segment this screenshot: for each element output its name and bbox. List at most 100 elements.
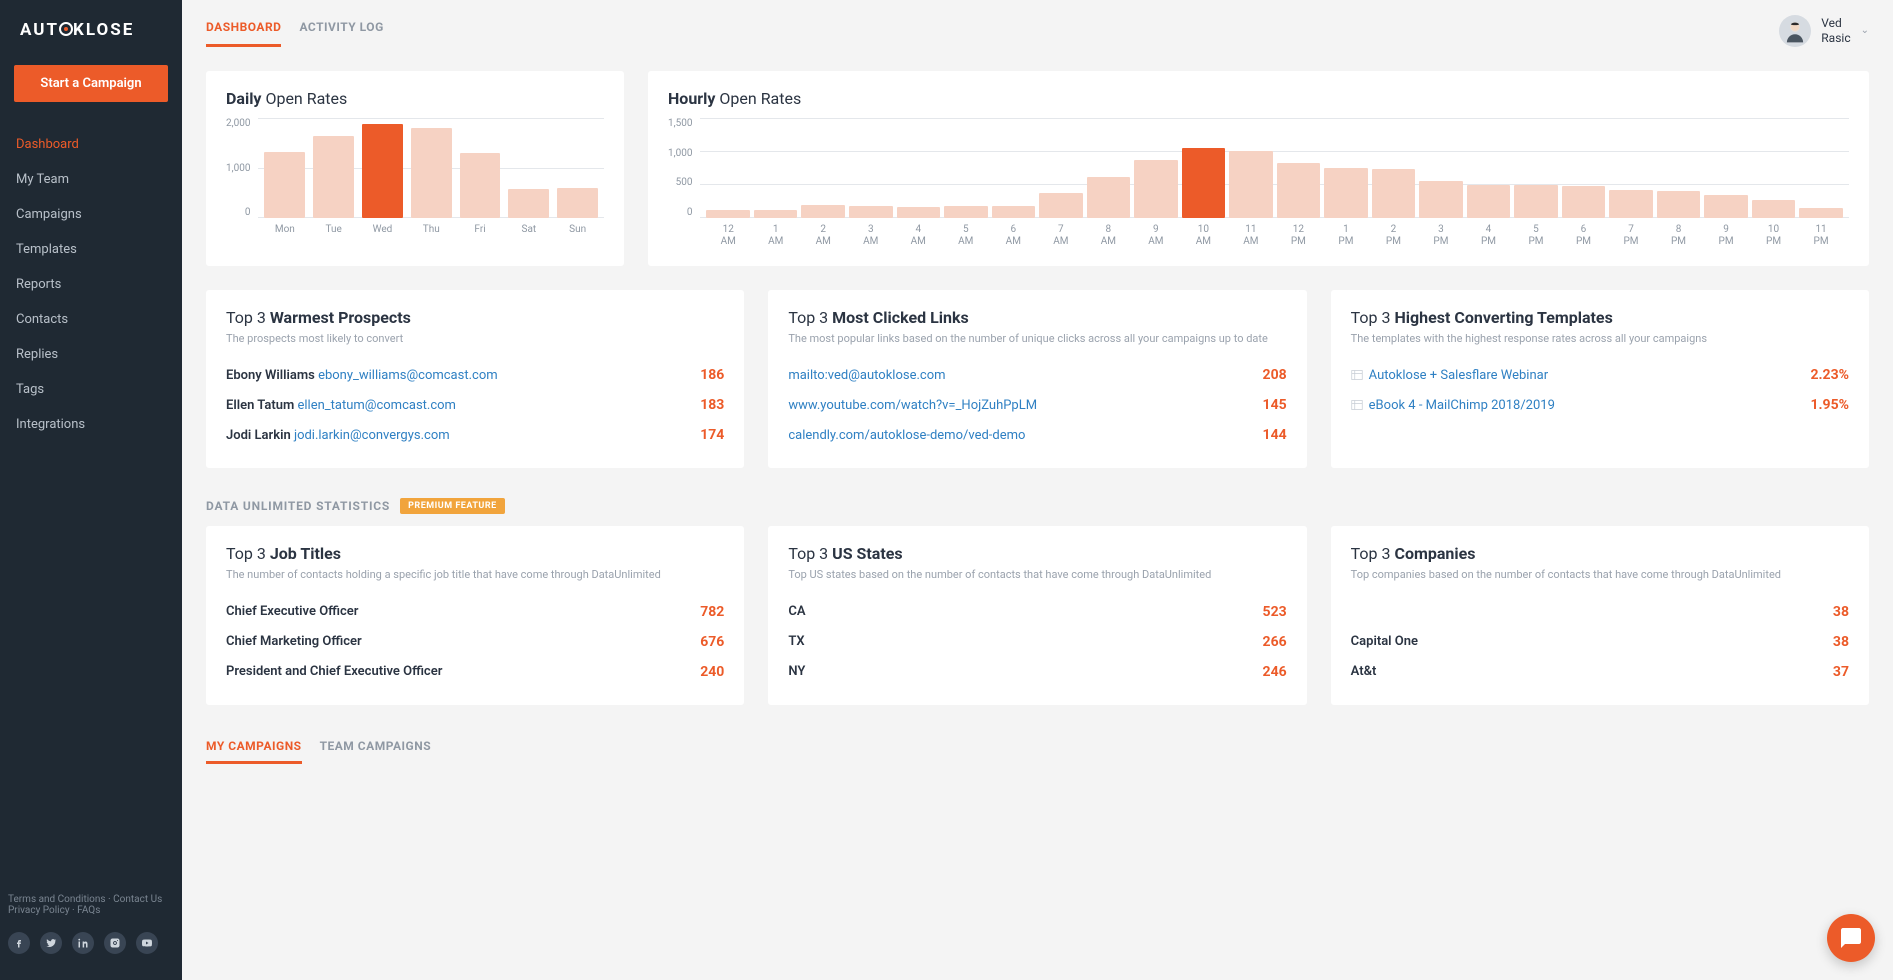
x-label: 9AM: [1134, 224, 1178, 248]
sidebar-item-campaigns[interactable]: Campaigns: [0, 197, 182, 232]
twitter-icon[interactable]: [40, 932, 62, 954]
chart-bar[interactable]: [897, 207, 941, 218]
prospect-row[interactable]: Ebony Williams ebony_williams@comcast.co…: [226, 360, 724, 390]
x-label: 12AM: [706, 224, 750, 248]
us-states-card: Top 3 US States Top US states based on t…: [768, 526, 1306, 704]
privacy-link[interactable]: Privacy Policy: [8, 905, 70, 916]
template-icon: [1351, 369, 1363, 381]
state-row[interactable]: CA523: [788, 597, 1286, 627]
chart-bar[interactable]: [1752, 200, 1796, 218]
chart-bar[interactable]: [1419, 181, 1463, 218]
daily-open-rates-card: Daily Open Rates 2,0001,0000 MonTueWedTh…: [206, 71, 624, 266]
prospect-row[interactable]: Ellen Tatum ellen_tatum@comcast.com183: [226, 390, 724, 420]
chart-bar[interactable]: [1134, 160, 1178, 218]
faqs-link[interactable]: FAQs: [77, 905, 100, 916]
tab-team-campaigns[interactable]: TEAM CAMPAIGNS: [320, 733, 432, 764]
youtube-icon[interactable]: [136, 932, 158, 954]
x-label: Sat: [508, 224, 549, 236]
sidebar-item-reports[interactable]: Reports: [0, 267, 182, 302]
chart-bar[interactable]: [1514, 185, 1558, 218]
contact-link[interactable]: Contact Us: [113, 894, 162, 905]
link-row[interactable]: calendly.com/autoklose-demo/ved-demo144: [788, 420, 1286, 450]
x-label: 12PM: [1277, 224, 1321, 248]
sidebar-item-tags[interactable]: Tags: [0, 372, 182, 407]
linkedin-icon[interactable]: [72, 932, 94, 954]
chart-bar[interactable]: [460, 153, 501, 218]
x-label: 11AM: [1229, 224, 1273, 248]
jobtitle-row[interactable]: President and Chief Executive Officer240: [226, 657, 724, 687]
chart-bar[interactable]: [1324, 168, 1368, 218]
hourly-open-rates-card: Hourly Open Rates 1,5001,0005000 12AM1AM…: [648, 71, 1869, 266]
x-label: Sun: [557, 224, 598, 236]
chart-bar[interactable]: [754, 210, 798, 218]
sidebar-item-my-team[interactable]: My Team: [0, 162, 182, 197]
chevron-down-icon: ⌄: [1861, 25, 1869, 36]
chart-bar[interactable]: [1182, 148, 1226, 218]
x-label: 9PM: [1704, 224, 1748, 248]
jobtitle-row[interactable]: Chief Executive Officer782: [226, 597, 724, 627]
chat-button[interactable]: [1827, 914, 1875, 962]
terms-link[interactable]: Terms and Conditions: [8, 894, 106, 905]
instagram-icon[interactable]: [104, 932, 126, 954]
chart-bar[interactable]: [264, 152, 305, 218]
job-titles-card: Top 3 Job Titles The number of contacts …: [206, 526, 744, 704]
chart-bar[interactable]: [1467, 185, 1511, 218]
state-row[interactable]: NY246: [788, 657, 1286, 687]
sidebar-item-dashboard[interactable]: Dashboard: [0, 127, 182, 162]
chart-bar[interactable]: [944, 206, 988, 218]
tab-activity-log[interactable]: ACTIVITY LOG: [299, 14, 383, 47]
chart-bar[interactable]: [1229, 151, 1273, 218]
template-row[interactable]: eBook 4 - MailChimp 2018/20191.95%: [1351, 390, 1849, 420]
template-row[interactable]: Autoklose + Salesflare Webinar2.23%: [1351, 360, 1849, 390]
top-tabs: DASHBOARD ACTIVITY LOG: [206, 14, 384, 47]
chart-bar[interactable]: [1657, 191, 1701, 218]
user-name: Ved Rasic: [1821, 16, 1850, 45]
main-content: DASHBOARD ACTIVITY LOG Ved Rasic ⌄ Daily …: [182, 0, 1893, 980]
facebook-icon[interactable]: [8, 932, 30, 954]
chart-bar[interactable]: [801, 205, 845, 218]
warmest-prospects-card: Top 3 Warmest Prospects The prospects mo…: [206, 290, 744, 468]
prospect-row[interactable]: Jodi Larkin jodi.larkin@convergys.com174: [226, 420, 724, 450]
link-row[interactable]: mailto:ved@autoklose.com208: [788, 360, 1286, 390]
sidebar-item-replies[interactable]: Replies: [0, 337, 182, 372]
state-row[interactable]: TX266: [788, 627, 1286, 657]
chart-bar[interactable]: [313, 136, 354, 218]
start-campaign-button[interactable]: Start a Campaign: [14, 65, 168, 102]
chart-bar[interactable]: [706, 210, 750, 218]
companies-card: Top 3 Companies Top companies based on t…: [1331, 526, 1869, 704]
sidebar-item-templates[interactable]: Templates: [0, 232, 182, 267]
link-row[interactable]: www.youtube.com/watch?v=_HojZuhPpLM145: [788, 390, 1286, 420]
chart-bar[interactable]: [849, 206, 893, 218]
company-row[interactable]: 38: [1351, 597, 1849, 627]
x-label: 4AM: [897, 224, 941, 248]
chart-bar[interactable]: [557, 188, 598, 218]
jobtitle-row[interactable]: Chief Marketing Officer676: [226, 627, 724, 657]
sidebar-item-integrations[interactable]: Integrations: [0, 407, 182, 442]
tab-my-campaigns[interactable]: MY CAMPAIGNS: [206, 733, 302, 764]
chart-bar[interactable]: [1799, 208, 1843, 218]
chart-bar[interactable]: [411, 128, 452, 218]
template-icon: [1351, 399, 1363, 411]
hourly-chart: 1,5001,0005000 12AM1AM2AM3AM4AM5AM6AM7AM…: [668, 118, 1849, 248]
footer-links: Terms and Conditions · Contact Us Privac…: [0, 894, 182, 926]
chart-bar[interactable]: [362, 124, 403, 219]
chart-bar[interactable]: [992, 206, 1036, 218]
chart-bar[interactable]: [1087, 177, 1131, 218]
chart-bar[interactable]: [1562, 186, 1606, 218]
chart-bar[interactable]: [1372, 169, 1416, 218]
x-label: 10PM: [1752, 224, 1796, 248]
user-menu[interactable]: Ved Rasic ⌄: [1779, 15, 1869, 47]
chart-bar[interactable]: [1609, 190, 1653, 218]
company-row[interactable]: Capital One38: [1351, 627, 1849, 657]
chart-bar[interactable]: [508, 189, 549, 218]
chart-bar[interactable]: [1277, 163, 1321, 218]
x-label: 3AM: [849, 224, 893, 248]
chart-bar[interactable]: [1704, 195, 1748, 218]
tab-dashboard[interactable]: DASHBOARD: [206, 14, 281, 47]
x-label: Wed: [362, 224, 403, 236]
company-row[interactable]: At&t37: [1351, 657, 1849, 687]
x-label: 10AM: [1182, 224, 1226, 248]
sidebar-item-contacts[interactable]: Contacts: [0, 302, 182, 337]
avatar: [1779, 15, 1811, 47]
chart-bar[interactable]: [1039, 193, 1083, 218]
